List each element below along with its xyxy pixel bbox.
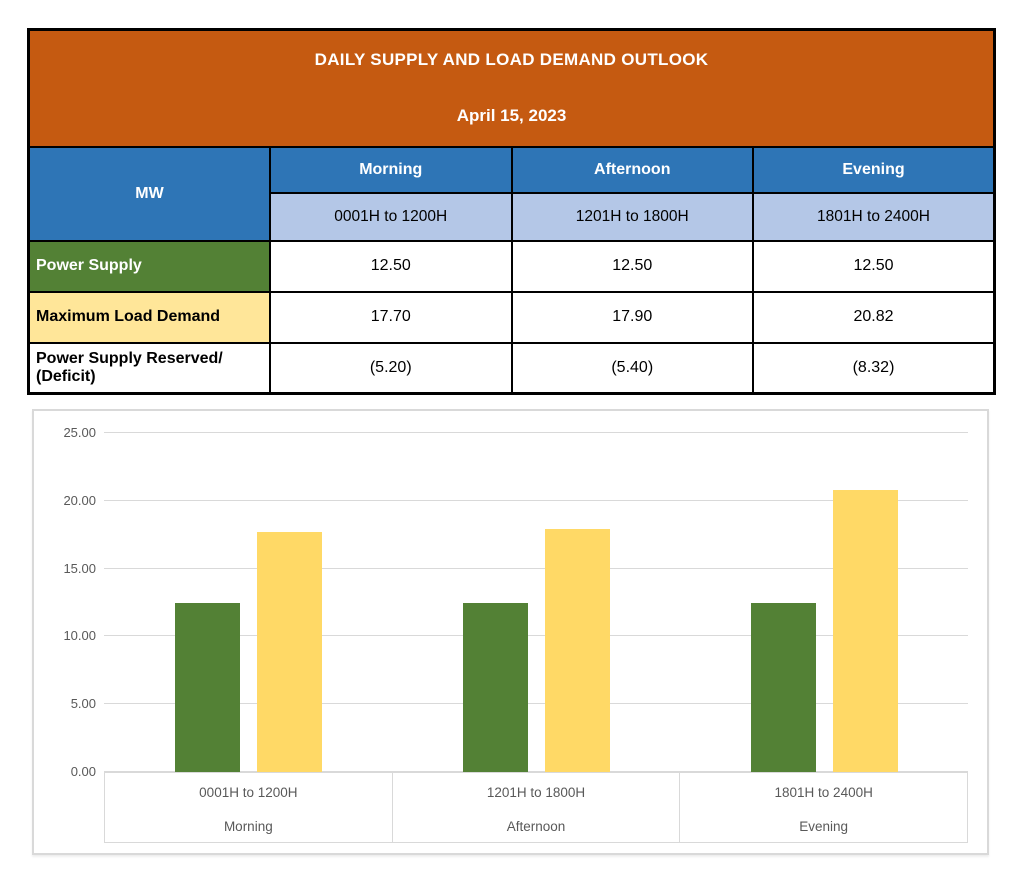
x-category-hours-label: 0001H to 1200H [199, 785, 298, 800]
row-label-reserve-deficit: Power Supply Reserved/ (Deficit) [27, 341, 271, 395]
x-category-label-evening: 1801H to 2400H Evening [679, 773, 969, 842]
reserve-morning-value: (5.20) [269, 341, 513, 395]
y-axis-tick-label: 5.00 [70, 696, 96, 712]
power-supply-bar-morning [174, 602, 240, 772]
y-axis-tick-label: 20.00 [63, 492, 96, 508]
period-header-afternoon: Afternoon [510, 145, 754, 194]
max-load-evening-value: 20.82 [752, 290, 996, 344]
bar-chart: 0.00 5.00 10.00 15.00 20.00 25.00 0001H to 12… [32, 409, 989, 855]
power-supply-morning-value: 12.50 [269, 239, 513, 293]
max-load-afternoon-value: 17.90 [510, 290, 754, 344]
daily-outlook-table: DAILY SUPPLY AND LOAD DEMAND OUTLOOK Apr… [27, 28, 996, 395]
x-axis-category-labels: 0001H to 1200H Morning 1201H to 1800H After… [104, 772, 969, 843]
row-label-max-load-demand: Maximum Load Demand [27, 290, 271, 344]
gridline-25.00 [104, 432, 968, 433]
y-axis-tick-label: 0.00 [70, 764, 96, 779]
table-row-reserve-deficit: Power Supply Reserved/ (Deficit) (5.20) … [27, 341, 996, 395]
x-category-period-label: Afternoon [506, 819, 566, 834]
maximum-load-demand-bar-afternoon [544, 529, 610, 772]
x-category-hours-label: 1201H to 1800H [486, 785, 586, 800]
x-category-period-label: Morning [223, 819, 273, 834]
hours-header-morning: 0001H to 1200H [269, 191, 513, 242]
maximum-load-demand-bar-morning [256, 532, 322, 772]
table-header-banner: DAILY SUPPLY AND LOAD DEMAND OUTLOOK Apr… [27, 28, 996, 148]
bar-group-evening [680, 433, 968, 772]
power-supply-bar-evening [750, 602, 816, 772]
gridline-20.00 [104, 499, 968, 501]
plot-area [104, 432, 968, 772]
hours-header-evening: 1801H to 2400H [752, 191, 996, 242]
table-row-power-supply: Power Supply 12.50 12.50 12.50 [27, 239, 996, 293]
table-date: April 15, 2023 [456, 106, 567, 126]
unit-header-cell: MW [27, 145, 271, 242]
bar-group-afternoon [392, 433, 680, 772]
row-label-power-supply: Power Supply [27, 239, 271, 293]
x-category-label-afternoon: 1201H to 1800H Afternoon [391, 773, 680, 842]
gridline-5.00 [104, 703, 968, 705]
gridline-15.00 [104, 567, 968, 569]
reserve-afternoon-value: (5.40) [510, 341, 754, 395]
x-category-label-morning: 0001H to 1200H Morning [104, 773, 392, 842]
y-axis-tick-label: 15.00 [63, 560, 96, 576]
hours-header-afternoon: 1201H to 1800H [510, 191, 754, 242]
power-supply-afternoon-value: 12.50 [510, 239, 754, 293]
max-load-morning-value: 17.70 [269, 290, 513, 344]
x-category-hours-label: 1801H to 2400H [774, 785, 873, 800]
y-axis-tick-label: 25.00 [63, 425, 96, 440]
power-supply-evening-value: 12.50 [752, 239, 996, 293]
table-row-max-load-demand: Maximum Load Demand 17.70 17.90 20.82 [27, 290, 996, 344]
gridline-0.00 [104, 771, 968, 772]
maximum-load-demand-bar-evening [832, 489, 898, 772]
period-header-evening: Evening [752, 145, 996, 194]
power-supply-bar-afternoon [462, 602, 528, 772]
bar-group-morning [104, 433, 392, 772]
reserve-evening-value: (8.32) [752, 341, 996, 395]
y-axis: 0.00 5.00 10.00 15.00 20.00 25.00 [34, 411, 98, 853]
table-title: DAILY SUPPLY AND LOAD DEMAND OUTLOOK [314, 50, 709, 70]
x-category-period-label: Evening [799, 819, 849, 834]
y-axis-tick-label: 10.00 [63, 628, 96, 644]
gridline-10.00 [104, 635, 968, 637]
period-header-morning: Morning [269, 145, 513, 194]
